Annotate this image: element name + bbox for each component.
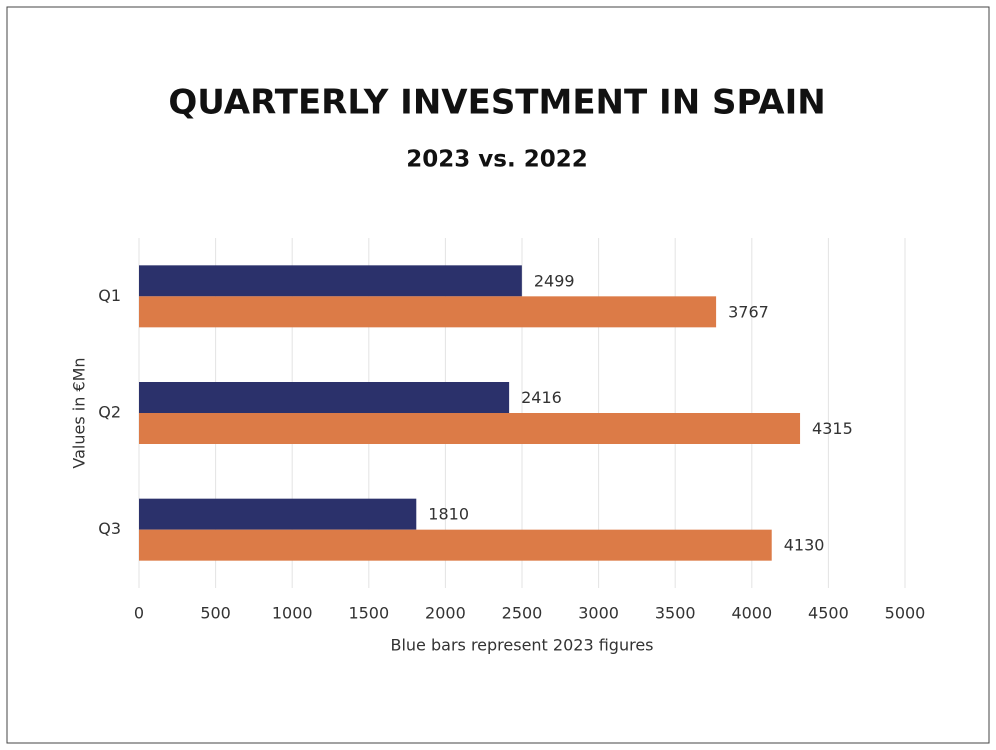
x-tick-label: 2000 [425,604,466,623]
x-tick-label: 4000 [731,604,772,623]
x-axis-label: Blue bars represent 2023 figures [390,636,653,655]
x-tick-label: 0 [134,604,144,623]
chart-title: QUARTERLY INVESTMENT IN SPAIN [168,83,825,123]
y-tick-label: Q1 [98,286,121,305]
x-tick-label: 500 [200,604,231,623]
bar [139,265,522,297]
x-tick-label: 5000 [885,604,926,623]
data-label: 4130 [784,536,825,555]
bar [139,529,772,561]
y-tick-label: Q3 [98,519,121,538]
frame [6,6,990,744]
bar [139,498,417,530]
x-tick-label: 2500 [502,604,543,623]
data-label: 3767 [728,302,769,321]
data-label: 4315 [812,419,853,438]
y-axis-label: Values in €Mn [70,357,89,468]
x-tick-label: 1500 [348,604,389,623]
bar [139,413,801,444]
x-tick-label: 4500 [808,604,849,623]
data-label: 2499 [534,271,575,290]
bar [139,296,717,328]
x-tick-label: 3500 [655,604,696,623]
bar [139,382,510,413]
data-label: 1810 [428,505,469,524]
data-label: 2416 [521,388,562,407]
x-tick-label: 3000 [578,604,619,623]
x-tick-label: 1000 [272,604,313,623]
chart-subtitle: 2023 vs. 2022 [406,147,587,173]
y-tick-label: Q2 [98,403,121,422]
